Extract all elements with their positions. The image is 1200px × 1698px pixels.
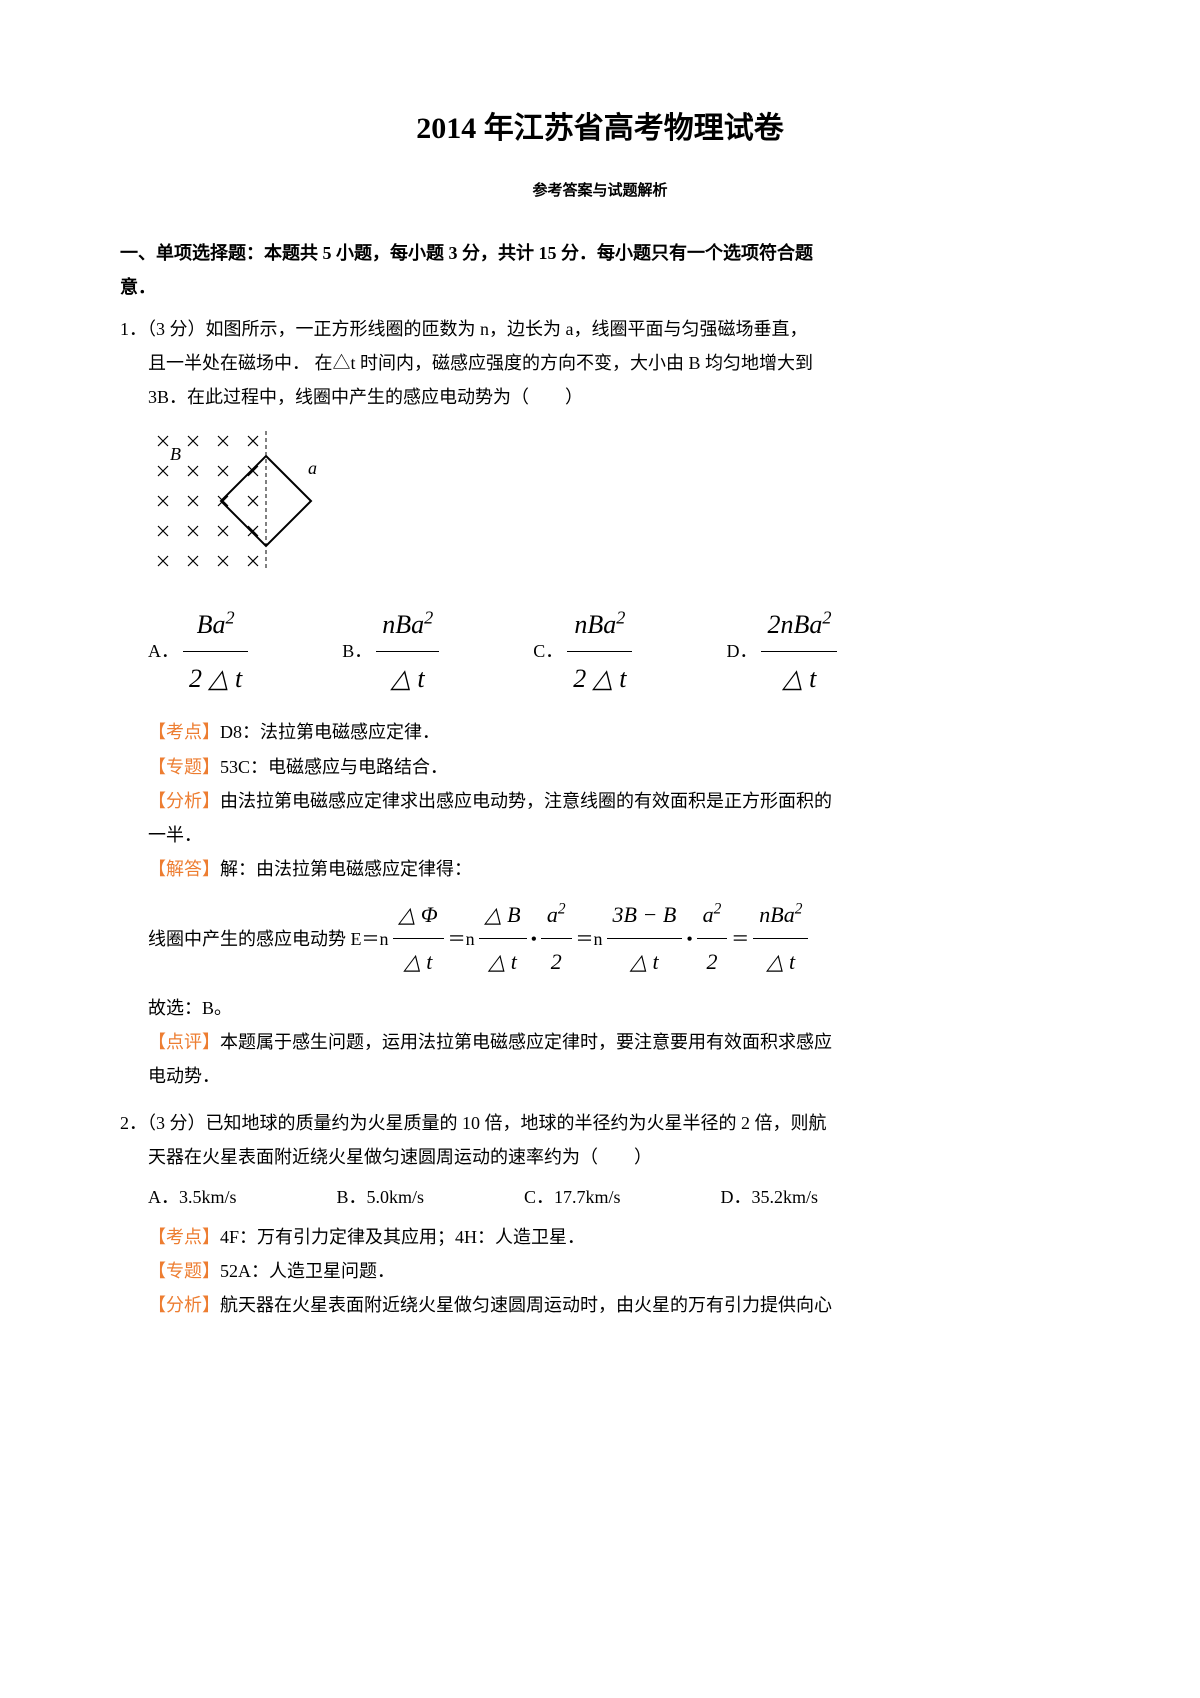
zhuanti-tag: 【专题】 bbox=[148, 757, 220, 777]
kaodian-text: D8：法拉第电磁感应定律． bbox=[220, 722, 440, 742]
q1-zhuanti: 【专题】53C：电磁感应与电路结合． bbox=[120, 750, 1080, 784]
option-b-frac: nBa2 △ t bbox=[376, 600, 439, 704]
eq-eq1: ＝n bbox=[448, 922, 475, 956]
q1-guxuan: 故选：B。 bbox=[120, 991, 1080, 1025]
eq-prefix: 线圈中产生的感应电动势 E＝n bbox=[148, 922, 389, 956]
q1-option-b: B． nBa2 △ t bbox=[342, 600, 443, 704]
q2-option-a: A．3.5km/s bbox=[148, 1180, 237, 1214]
zhuanti-text: 53C：电磁感应与电路结合． bbox=[220, 757, 448, 777]
eq-eq3: ＝ bbox=[731, 922, 749, 956]
zhuanti-text: 52A：人造卫星问题． bbox=[220, 1261, 395, 1281]
q2-options: A．3.5km/s B．5.0km/s C．17.7km/s D．35.2km/… bbox=[120, 1180, 1080, 1214]
fenxi-text: 由法拉第电磁感应定律求出感应电动势，注意线圈的有效面积是正方形面积的 bbox=[220, 791, 832, 811]
q1-jieda: 【解答】解：由法拉第电磁感应定律得： bbox=[120, 852, 1080, 886]
b-label: B bbox=[170, 444, 181, 464]
q1-dianping: 【点评】本题属于感生问题，运用法拉第电磁感应定律时，要注意要用有效面积求感应 bbox=[120, 1025, 1080, 1059]
eq-f2: △ B △ t bbox=[479, 894, 527, 983]
cross-row-4 bbox=[158, 526, 258, 536]
question-2: 2．（3 分）已知地球的质量约为火星质量的 10 倍，地球的半径约为火星半径的 … bbox=[120, 1106, 1080, 1323]
eq-f3: a2 2 bbox=[541, 894, 572, 983]
page-title: 2014 年江苏省高考物理试卷 bbox=[120, 100, 1080, 157]
kaodian-tag: 【考点】 bbox=[148, 1227, 220, 1247]
zhuanti-tag: 【专题】 bbox=[148, 1261, 220, 1281]
q2-kaodian: 【考点】4F：万有引力定律及其应用；4H：人造卫星． bbox=[120, 1220, 1080, 1254]
q1-option-c: C． nBa2 2 △ t bbox=[533, 600, 636, 704]
option-a-frac: Ba2 2 △ t bbox=[183, 600, 248, 704]
a-label: a bbox=[308, 458, 317, 478]
option-d-frac: 2nBa2 △ t bbox=[761, 600, 837, 704]
q1-option-a: A． Ba2 2 △ t bbox=[148, 600, 252, 704]
jieda-text: 解：由法拉第电磁感应定律得： bbox=[220, 859, 472, 879]
q2-fenxi: 【分析】航天器在火星表面附近绕火星做匀速圆周运动时，由火星的万有引力提供向心 bbox=[120, 1288, 1080, 1322]
q1-stem-line2: 且一半处在磁场中． 在△t 时间内，磁感应强度的方向不变，大小由 B 均匀地增大… bbox=[120, 346, 1080, 380]
section-heading: 一、单项选择题：本题共 5 小题，每小题 3 分，共计 15 分．每小题只有一个… bbox=[120, 236, 1080, 304]
q1-equation: 线圈中产生的感应电动势 E＝n △ Φ △ t ＝n △ B △ t • a2 … bbox=[120, 894, 1080, 983]
q2-option-c: C．17.7km/s bbox=[524, 1180, 621, 1214]
q1-fenxi: 【分析】由法拉第电磁感应定律求出感应电动势，注意线圈的有效面积是正方形面积的 bbox=[120, 784, 1080, 818]
q1-options: A． Ba2 2 △ t B． nBa2 △ t C． nBa2 2 △ t D… bbox=[120, 600, 1080, 704]
cross-row-5 bbox=[158, 556, 258, 566]
eq-f1: △ Φ △ t bbox=[393, 894, 444, 983]
q1-stem-line1: 1．（3 分）如图所示，一正方形线圈的匝数为 n，边长为 a，线圈平面与匀强磁场… bbox=[120, 312, 1080, 346]
eq-dot1: • bbox=[531, 922, 537, 956]
q1-option-d: D． 2nBa2 △ t bbox=[726, 600, 841, 704]
option-d-label: D． bbox=[726, 634, 757, 668]
option-c-frac: nBa2 2 △ t bbox=[567, 600, 632, 704]
q1-stem-line3: 3B．在此过程中，线圈中产生的感应电动势为（ ） bbox=[120, 380, 1080, 414]
q2-option-d: D．35.2km/s bbox=[721, 1180, 819, 1214]
cross-row-3 bbox=[158, 496, 258, 506]
fenxi-tag: 【分析】 bbox=[148, 1295, 220, 1315]
kaodian-text: 4F：万有引力定律及其应用；4H：人造卫星． bbox=[220, 1227, 585, 1247]
q1-kaodian: 【考点】D8：法拉第电磁感应定律． bbox=[120, 715, 1080, 749]
eq-eq2: ＝n bbox=[576, 922, 603, 956]
q1-diagram: B a bbox=[148, 426, 1080, 587]
q2-stem-line1: 2．（3 分）已知地球的质量约为火星质量的 10 倍，地球的半径约为火星半径的 … bbox=[120, 1106, 1080, 1140]
kaodian-tag: 【考点】 bbox=[148, 722, 220, 742]
dianping-tag: 【点评】 bbox=[148, 1032, 220, 1052]
q1-dianping-line2: 电动势． bbox=[120, 1059, 1080, 1093]
option-b-label: B． bbox=[342, 634, 372, 668]
option-c-label: C． bbox=[533, 634, 563, 668]
eq-f4: 3B − B △ t bbox=[607, 894, 683, 983]
fenxi-text: 航天器在火星表面附近绕火星做匀速圆周运动时，由火星的万有引力提供向心 bbox=[220, 1295, 832, 1315]
eq-f5: a2 2 bbox=[697, 894, 728, 983]
jieda-tag: 【解答】 bbox=[148, 859, 220, 879]
subtitle: 参考答案与试题解析 bbox=[120, 177, 1080, 206]
eq-f6: nBa2 △ t bbox=[753, 894, 808, 983]
fenxi-tag: 【分析】 bbox=[148, 791, 220, 811]
q2-zhuanti: 【专题】52A：人造卫星问题． bbox=[120, 1254, 1080, 1288]
dianping-text: 本题属于感生问题，运用法拉第电磁感应定律时，要注意要用有效面积求感应 bbox=[220, 1032, 832, 1052]
section-heading-line2: 意． bbox=[120, 277, 156, 297]
q2-stem-line2: 天器在火星表面附近绕火星做匀速圆周运动的速率约为（ ） bbox=[120, 1140, 1080, 1174]
cross-row-2 bbox=[158, 466, 258, 476]
q1-fenxi-line2: 一半． bbox=[120, 818, 1080, 852]
question-1: 1．（3 分）如图所示，一正方形线圈的匝数为 n，边长为 a，线圈平面与匀强磁场… bbox=[120, 312, 1080, 1094]
eq-dot2: • bbox=[686, 922, 692, 956]
q2-option-b: B．5.0km/s bbox=[337, 1180, 425, 1214]
section-heading-line1: 一、单项选择题：本题共 5 小题，每小题 3 分，共计 15 分．每小题只有一个… bbox=[120, 243, 813, 263]
option-a-label: A． bbox=[148, 634, 179, 668]
